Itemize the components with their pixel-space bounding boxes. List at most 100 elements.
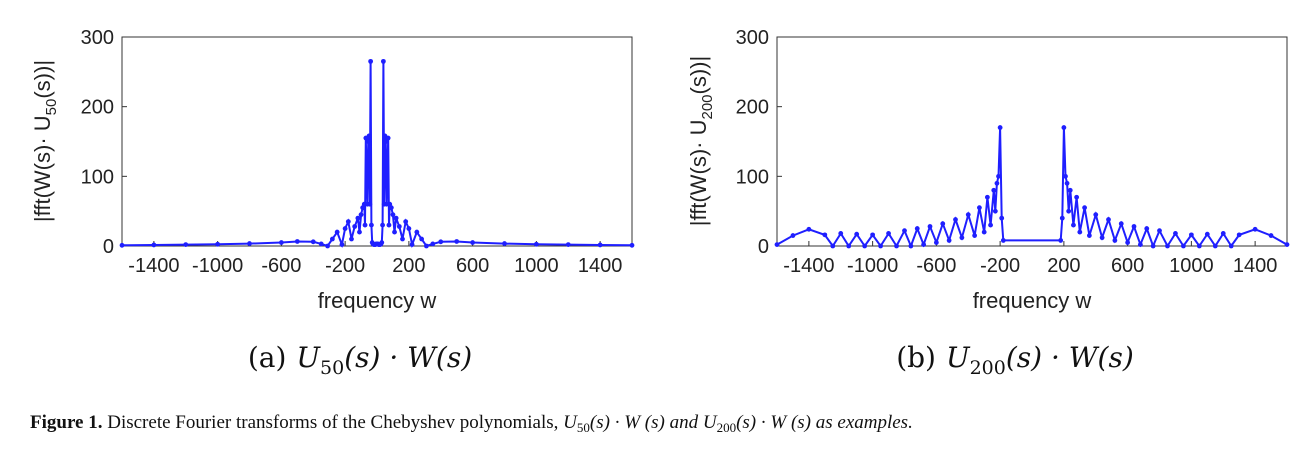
data-point-b-61 xyxy=(1181,243,1186,249)
data-point-b-2 xyxy=(806,226,812,232)
x-tick-label-b-2: -600 xyxy=(916,255,956,277)
data-point-b-22 xyxy=(959,235,965,241)
data-point-b-57 xyxy=(1150,243,1156,249)
caption-text-3: (s) · W (s) as examples. xyxy=(736,412,913,433)
y-tick-label-a-0: 0 xyxy=(103,236,114,258)
data-point-b-30 xyxy=(992,208,998,214)
x-tick-label-a-0: -1400 xyxy=(128,255,179,277)
data-point-b-43 xyxy=(1071,222,1076,228)
ticks-a: -1400 -1000 -600 -200 200 600 1000 1400 0 100 200 3… xyxy=(81,27,623,277)
data-point-a-71 xyxy=(597,242,603,248)
series-line-b xyxy=(776,127,1288,249)
y-axis-label-a-main: |fft(W(s)· U xyxy=(30,115,55,222)
x-axis-label-a: frequency w xyxy=(318,288,437,313)
data-point-b-50 xyxy=(1106,217,1111,222)
data-point-b-39 xyxy=(1063,173,1068,179)
data-point-a-42 xyxy=(379,240,385,245)
data-point-a-50 xyxy=(386,222,392,228)
data-point-b-66 xyxy=(1220,231,1226,236)
data-point-a-27 xyxy=(367,201,373,207)
data-point-b-14 xyxy=(908,243,914,249)
data-point-a-11 xyxy=(334,229,340,235)
data-point-b-7 xyxy=(854,231,860,237)
data-point-a-63 xyxy=(424,243,429,249)
chart-panel-b: -1400 -1000 -600 -200 200 600 1000 1400 0 100 200 3… xyxy=(686,27,1290,313)
x-tick-label-b-4: 200 xyxy=(1047,255,1080,277)
data-point-b-8 xyxy=(862,243,868,249)
data-point-a-3 xyxy=(215,241,221,247)
y-tick-label-a-1: 100 xyxy=(81,166,114,188)
data-point-b-23 xyxy=(965,212,971,218)
data-point-a-47 xyxy=(383,139,389,144)
data-point-a-69 xyxy=(533,241,539,247)
series-points-a xyxy=(119,58,635,249)
data-point-b-64 xyxy=(1204,231,1210,237)
data-point-a-26 xyxy=(366,133,372,139)
data-point-a-67 xyxy=(470,240,476,245)
data-point-a-5 xyxy=(278,240,284,245)
data-point-b-33 xyxy=(997,125,1003,130)
data-point-b-49 xyxy=(1099,235,1105,241)
data-point-b-71 xyxy=(1284,242,1290,248)
data-point-b-32 xyxy=(996,173,1001,179)
caption-u50-sub: 50 xyxy=(577,420,590,435)
data-point-a-0 xyxy=(119,242,125,248)
data-point-b-63 xyxy=(1196,243,1202,249)
data-point-a-16 xyxy=(352,224,358,229)
data-point-a-13 xyxy=(342,226,348,231)
data-point-b-21 xyxy=(953,217,958,222)
data-point-a-19 xyxy=(358,212,364,218)
data-point-b-52 xyxy=(1118,221,1124,227)
caption-u50: U xyxy=(563,412,578,433)
data-point-a-52 xyxy=(388,205,394,211)
data-point-b-38 xyxy=(1061,125,1067,130)
x-tick-label-b-7: 1400 xyxy=(1233,255,1278,277)
data-point-b-48 xyxy=(1093,212,1099,218)
subcaption-a-rest: (s) · W(s) xyxy=(344,341,472,374)
data-point-b-11 xyxy=(886,231,891,236)
y-axis-label-b-main: |fft(W(s)· U xyxy=(686,120,711,227)
data-point-b-15 xyxy=(914,226,920,231)
data-point-b-9 xyxy=(870,232,876,238)
data-point-a-61 xyxy=(414,229,420,235)
subcaption-b-label: (b) xyxy=(896,341,936,374)
caption-u200-sub: 200 xyxy=(717,420,737,435)
data-point-a-15 xyxy=(349,236,354,242)
figure-caption: Figure 1. Discrete Fourier transforms of… xyxy=(30,412,913,435)
data-point-b-70 xyxy=(1268,233,1274,238)
data-point-a-44 xyxy=(380,58,386,64)
y-tick-label-b-3: 300 xyxy=(736,27,769,49)
data-point-b-60 xyxy=(1173,231,1178,236)
data-point-b-65 xyxy=(1212,243,1218,249)
series-points-b xyxy=(774,125,1290,249)
caption-text-2: (s) · W (s) and xyxy=(590,412,699,433)
data-point-a-8 xyxy=(318,241,324,247)
data-point-b-47 xyxy=(1086,233,1092,238)
data-point-a-53 xyxy=(390,212,396,218)
data-point-b-62 xyxy=(1188,232,1194,238)
data-point-b-56 xyxy=(1144,226,1150,231)
data-point-b-5 xyxy=(838,231,844,236)
data-point-a-18 xyxy=(357,229,362,235)
data-point-b-27 xyxy=(984,194,990,200)
subcaption-b-u: U xyxy=(946,341,971,374)
data-point-b-4 xyxy=(830,243,836,249)
data-point-b-0 xyxy=(774,242,780,248)
x-tick-label-b-1: -1000 xyxy=(847,255,898,277)
series-line-a xyxy=(121,61,633,249)
data-point-b-53 xyxy=(1125,240,1131,245)
data-point-a-12 xyxy=(339,242,345,248)
data-point-a-9 xyxy=(325,243,330,249)
x-tick-label-a-3: -200 xyxy=(325,255,365,277)
x-axis-label-b: frequency w xyxy=(973,288,1092,313)
data-point-b-54 xyxy=(1131,224,1137,229)
data-point-a-17 xyxy=(355,215,361,221)
data-point-b-13 xyxy=(902,228,907,234)
data-point-b-3 xyxy=(822,232,828,238)
x-tick-label-a-4: 200 xyxy=(392,255,425,277)
data-point-a-22 xyxy=(362,222,368,228)
data-point-b-26 xyxy=(981,229,987,235)
data-point-a-7 xyxy=(310,239,316,245)
data-point-b-41 xyxy=(1066,208,1072,214)
x-tick-label-b-5: 600 xyxy=(1111,255,1144,277)
